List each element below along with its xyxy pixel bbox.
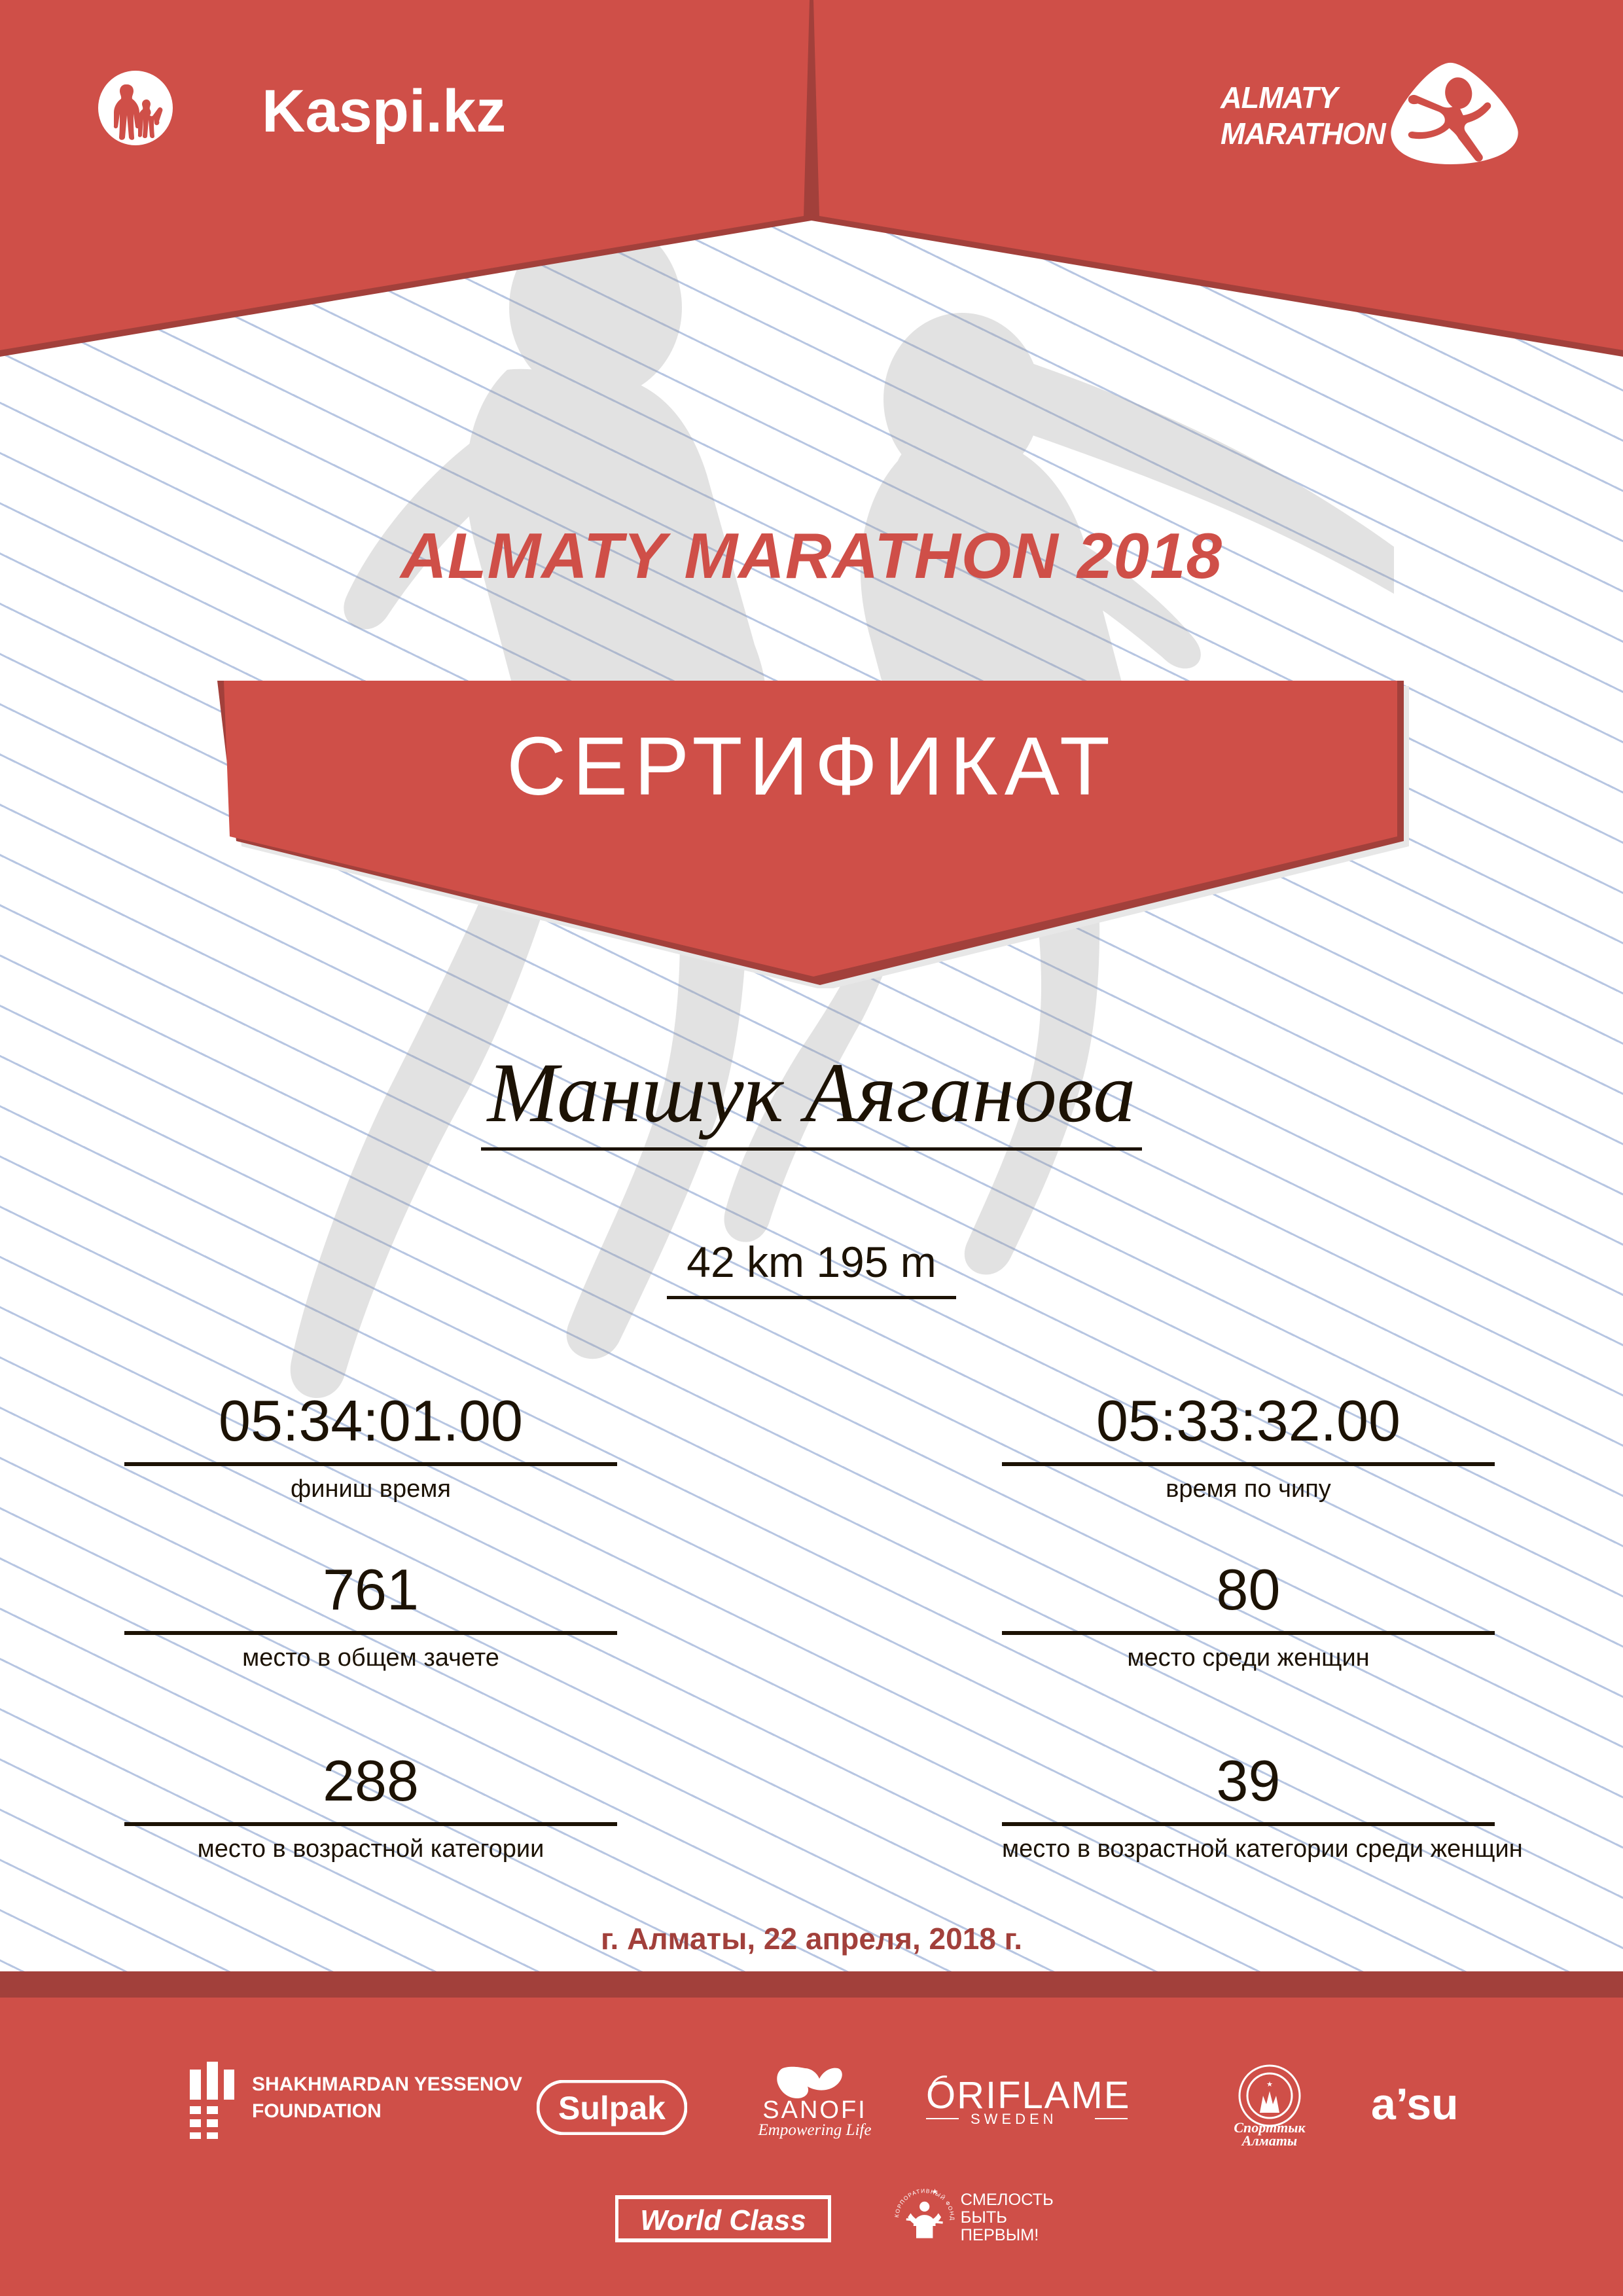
svg-text:SANOFI: SANOFI bbox=[762, 2096, 866, 2124]
svg-text:Empowering Life: Empowering Life bbox=[758, 2121, 872, 2139]
svg-text:World Class: World Class bbox=[640, 2204, 806, 2236]
svg-text:ПЕРВЫМ!: ПЕРВЫМ! bbox=[961, 2226, 1039, 2244]
svg-text:★: ★ bbox=[932, 2188, 938, 2196]
svg-text:SWEDEN: SWEDEN bbox=[971, 2111, 1058, 2127]
svg-text:a’su: a’su bbox=[1371, 2079, 1459, 2129]
svg-text:Sulpak: Sulpak bbox=[558, 2090, 666, 2126]
svg-text:СМЕЛОСТЬ: СМЕЛОСТЬ bbox=[961, 2191, 1054, 2209]
svg-text:БЫТЬ: БЫТЬ bbox=[961, 2208, 1007, 2227]
svg-text:Алматы: Алматы bbox=[1241, 2132, 1297, 2147]
svg-text:★: ★ bbox=[1266, 2081, 1273, 2089]
